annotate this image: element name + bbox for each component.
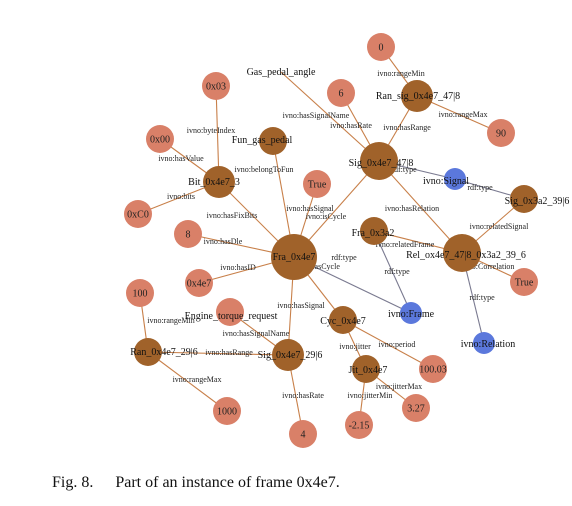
edge-label-fra-littrue1: ivno:isCycle	[306, 212, 347, 221]
edge-label-jit-lit327: ivno:jitterMax	[376, 382, 422, 391]
node-label-fun: Fun_gas_pedal	[232, 135, 293, 146]
edge-label-fra-bit: ivno:hasFixBits	[207, 211, 258, 220]
edge-label-ransig-lit0: ivno:rangeMin	[377, 69, 425, 78]
node-label-lit10003: 100.03	[419, 365, 447, 376]
node-label-lit215: -2.15	[349, 421, 370, 432]
node-label-fra3a2: Fra_0x3a2	[352, 228, 395, 239]
node-label-jit: Jit_0x4e7	[349, 365, 388, 376]
figure-caption-text: Part of an instance of frame 0x4e7.	[115, 474, 339, 491]
node-label-sig3a2: Sig_0x3a2_39|6	[505, 196, 570, 207]
edge-label-cyc-lit10003: ivno:period	[379, 340, 416, 349]
edge-label-fra-sig29: ivno:hasSignal	[277, 301, 325, 310]
edge-label-rel-sig3a2: ivno:relatedSignal	[470, 222, 529, 231]
node-label-bit: Bit_0x4e7_3	[188, 177, 240, 188]
node-label-lit0: 0	[379, 43, 384, 54]
node-label-littrue2: True	[515, 278, 534, 289]
node-label-lit0x03: 0x03	[206, 82, 226, 93]
edge-label-fra3a2-clsFrame: rdf:type	[384, 267, 410, 276]
edge-label-fra-clsFrame: rdf:type	[331, 253, 357, 262]
edge-label-rel-clsRelation: rdf:type	[469, 293, 495, 302]
node-label-sig47: Sig_0x4e7_47|8	[349, 158, 414, 169]
edge-labels-layer: ivno:rangeMin ivno:rangeMax ivno:hasRange i…	[147, 69, 529, 400]
edge-label-sig3a2-clsSignal: rdf:type	[467, 183, 493, 192]
edge-label-sig47-lit6: ivno:hasRate	[330, 121, 372, 130]
edge-label-fra-lit8: ivno:hasDle	[204, 237, 243, 246]
edge-label-ran29-lit1000: ivno:rangeMax	[173, 375, 222, 384]
node-label-lit0x4e7: 0x4e7	[187, 279, 211, 290]
node-label-clsSignal: ivno:Signal	[423, 176, 469, 187]
edge-label-sig29-ran29: ivno:hasRange	[205, 348, 253, 357]
node-label-lit6: 6	[339, 89, 344, 100]
node-label-lit327: 3.27	[407, 404, 425, 415]
figure-caption: Fig. 8. Part of an instance of frame 0x4e…	[52, 474, 340, 492]
node-label-etrlbl: Engine_torque_request	[185, 311, 278, 322]
edge-label-cyc-jit: ivno:jitter	[339, 342, 371, 351]
node-label-ran29: Ran_0x4e7_29|6	[130, 347, 198, 358]
node-label-lit0x00: 0x00	[150, 135, 170, 146]
figure-number: Fig. 8.	[52, 474, 93, 491]
node-label-gas: Gas_pedal_angle	[247, 67, 316, 78]
node-label-sig29: Sig_0x4e7_29|6	[258, 350, 323, 361]
node-label-littrue1: True	[308, 180, 327, 191]
edge-label-bit-lit0xC0: ivno:bits	[167, 192, 195, 201]
node-label-rel: Rel_ox4e7_47|8_0x3a2_39_6	[406, 250, 526, 261]
edge-label-fra-lit0x4e7: ivno:hasID	[220, 263, 256, 272]
edge-label-rel-fra3a2: ivno:relatedFrame	[376, 240, 435, 249]
edge-label-sig47-rel: ivno:hasRelation	[385, 204, 439, 213]
edge-label-fra-fun: ivno:belongToFun	[235, 165, 294, 174]
edge-label-sig29-etr: ivno:hasSignalName	[223, 329, 290, 338]
node-label-clsRelation: ivno:Relation	[461, 339, 515, 350]
node-label-lit1000: 1000	[217, 407, 237, 418]
nodes-layer	[124, 33, 538, 448]
node-label-lit0xC0: 0xC0	[127, 210, 149, 221]
node-label-clsFrame: ivno:Frame	[388, 309, 435, 320]
edge-label-bit-lit0x03: ivno:byteIndex	[187, 126, 235, 135]
node-label-ransig: Ran_sig_0x4e7_47|8	[376, 91, 460, 102]
edge-label-sig47-ransig: ivno:hasRange	[383, 123, 431, 132]
edge-label-bit-lit0x00: ivno:hasValue	[158, 154, 204, 163]
edge-label-sig47-gas: ivno:hasSignalName	[283, 111, 350, 120]
node-label-cyc: Cyc_0x4e7	[320, 316, 366, 327]
edge-label-sig29-lit4: ivno:hasRate	[282, 391, 324, 400]
node-label-lit90: 90	[496, 129, 506, 140]
edge-label-ransig-lit90: ivno:rangeMax	[439, 110, 488, 119]
node-label-lit100: 100	[133, 289, 148, 300]
node-label-lit4: 4	[301, 430, 306, 441]
edge-label-jit-lit215: ivno:jitterMin	[348, 391, 393, 400]
node-label-lit8: 8	[186, 230, 191, 241]
node-label-fra: Fra_0x4e7	[273, 252, 316, 263]
